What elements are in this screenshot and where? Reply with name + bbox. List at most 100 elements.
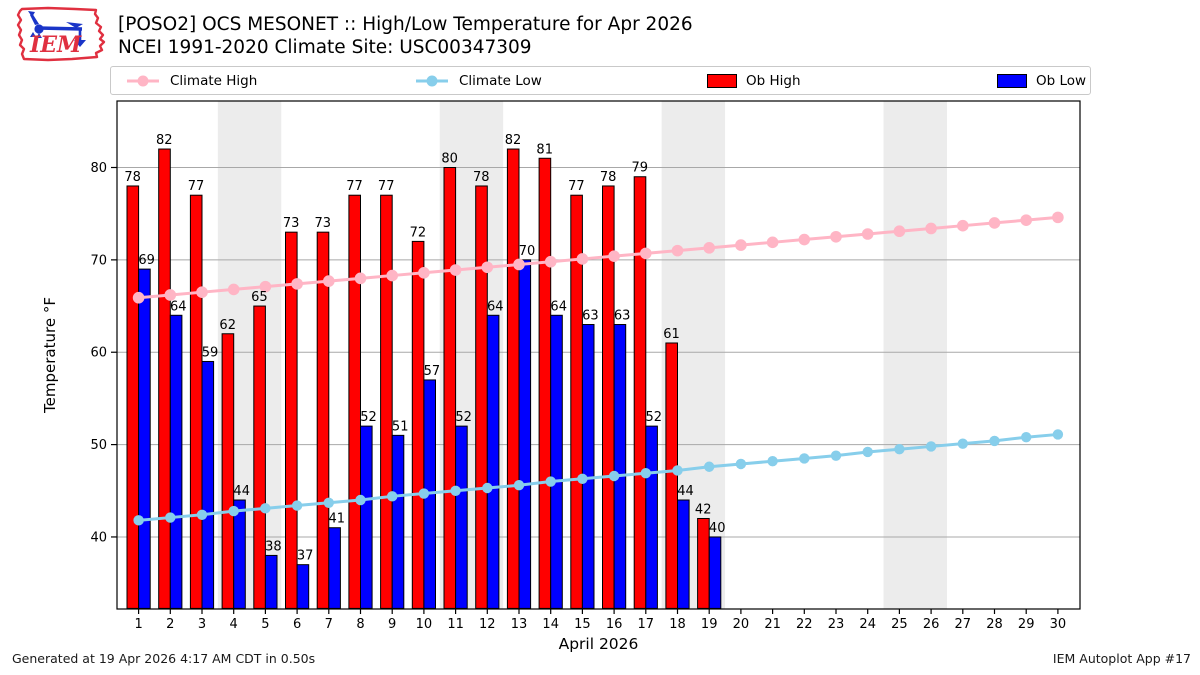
climate-high-marker <box>703 242 715 254</box>
climate-low-marker <box>608 470 620 482</box>
ob-low-bar <box>613 324 627 609</box>
legend-item-ob-high: Ob High <box>707 67 801 94</box>
y-axis-title: Temperature °F <box>41 297 59 414</box>
x-tick-label: 28 <box>986 617 1003 632</box>
climate-low-marker <box>640 468 651 479</box>
legend: Climate High Climate Low Ob High Ob Low <box>110 66 1091 95</box>
ob-low-value-label: 41 <box>329 512 346 527</box>
ob-high-bar <box>697 517 710 609</box>
climate-low-marker <box>260 503 271 514</box>
x-tick-label: 25 <box>891 617 908 632</box>
ob-high-value-label: 73 <box>283 216 300 231</box>
climate-low-marker <box>577 473 588 484</box>
ob-high-value-label: 82 <box>505 133 522 148</box>
climate-high-marker <box>735 239 747 251</box>
ob-low-value-label: 63 <box>582 309 599 324</box>
climate-low-marker <box>799 453 810 464</box>
ob-high-bar <box>443 167 457 609</box>
climate-high-marker <box>798 233 811 246</box>
ob-high-value-label: 42 <box>695 502 712 517</box>
ob-high-value-label: 77 <box>568 179 585 194</box>
climate-low-marker <box>355 494 366 506</box>
climate-high-marker <box>196 286 208 298</box>
ob-high-bar <box>221 333 235 609</box>
climate-low-marker <box>133 515 144 526</box>
x-tick-label: 10 <box>416 617 433 632</box>
x-tick-label: 17 <box>638 617 655 632</box>
ob-low-bar <box>233 499 246 609</box>
climate-high-marker <box>449 264 462 276</box>
x-tick-label: 5 <box>261 617 269 632</box>
climate-high-marker <box>132 291 145 304</box>
climate-high-marker <box>893 225 906 238</box>
ob-high-value-label: 73 <box>315 216 332 231</box>
x-tick-label: 3 <box>198 617 206 632</box>
x-tick-label: 8 <box>356 617 364 632</box>
ob-high-value-label: 79 <box>632 161 649 176</box>
x-tick-label: 15 <box>574 617 591 632</box>
climate-high-marker <box>323 275 335 287</box>
climate-high-marker <box>481 261 494 274</box>
ob-high-value-label: 62 <box>219 318 236 333</box>
ob-low-bar <box>264 554 278 609</box>
x-tick-label: 7 <box>325 617 333 632</box>
ob-low-bar <box>201 360 215 609</box>
climate-low-marker <box>450 485 461 496</box>
ob-high-bar <box>348 194 361 609</box>
climate-high-marker <box>291 278 303 290</box>
iem-logo-text: IEM <box>29 32 82 58</box>
x-axis-title: April 2026 <box>559 635 639 653</box>
x-tick-label: 20 <box>733 617 750 632</box>
generated-timestamp: Generated at 19 Apr 2026 4:17 AM CDT in … <box>12 651 316 666</box>
x-tick-label: 19 <box>701 617 718 632</box>
climate-high-marker <box>513 258 525 271</box>
climate-low-marker <box>387 491 398 502</box>
x-tick-label: 9 <box>388 617 396 632</box>
weekend-band <box>883 101 947 609</box>
climate-low-marker <box>291 500 303 511</box>
ob-low-value-label: 37 <box>297 549 314 564</box>
ob-high-bar <box>126 185 140 609</box>
ob-high-bar <box>158 148 171 609</box>
legend-label: Ob High <box>746 72 801 89</box>
climate-low-marker <box>165 512 176 523</box>
ob-low-bar <box>677 499 690 609</box>
ob-high-value-label: 77 <box>188 179 205 194</box>
ob-high-swatch <box>707 73 737 88</box>
climate-high-marker <box>227 283 240 296</box>
climate-low-marker <box>482 482 493 494</box>
x-tick-label: 16 <box>606 617 623 632</box>
ob-high-bar <box>475 185 488 609</box>
climate-low-marker <box>196 509 208 520</box>
chart-title-block: [POSO2] OCS MESONET :: High/Low Temperat… <box>118 13 693 59</box>
ob-low-bar <box>138 268 151 609</box>
climate-high-marker <box>766 236 779 249</box>
ob-low-bar <box>328 527 341 609</box>
ob-high-bar <box>506 148 520 609</box>
legend-label: Ob Low <box>1036 72 1087 89</box>
ob-low-bar <box>391 434 405 609</box>
ob-high-value-label: 61 <box>663 327 680 342</box>
x-tick-label: 14 <box>542 617 559 632</box>
ob-high-bar <box>380 194 393 609</box>
climate-high-marker <box>957 219 969 232</box>
climate-high-line-swatch <box>127 75 159 86</box>
ob-low-value-label: 57 <box>424 364 441 379</box>
climate-high-marker <box>988 217 1001 229</box>
ob-high-bar <box>189 194 203 609</box>
ob-low-bar <box>708 536 722 609</box>
y-tick-label: 40 <box>90 530 107 545</box>
ob-high-bar <box>538 157 552 609</box>
ob-low-bar <box>581 324 595 609</box>
climate-high-marker <box>418 266 430 279</box>
climate-low-marker <box>704 461 715 472</box>
climate-high-marker <box>861 228 874 240</box>
climate-high-marker <box>640 247 652 260</box>
ob-low-bar <box>486 314 500 609</box>
ob-low-swatch <box>997 73 1027 88</box>
x-tick-label: 29 <box>1018 617 1035 632</box>
ob-high-value-label: 65 <box>251 290 268 305</box>
ob-low-value-label: 38 <box>265 539 282 554</box>
ob-high-value-label: 82 <box>156 133 173 148</box>
